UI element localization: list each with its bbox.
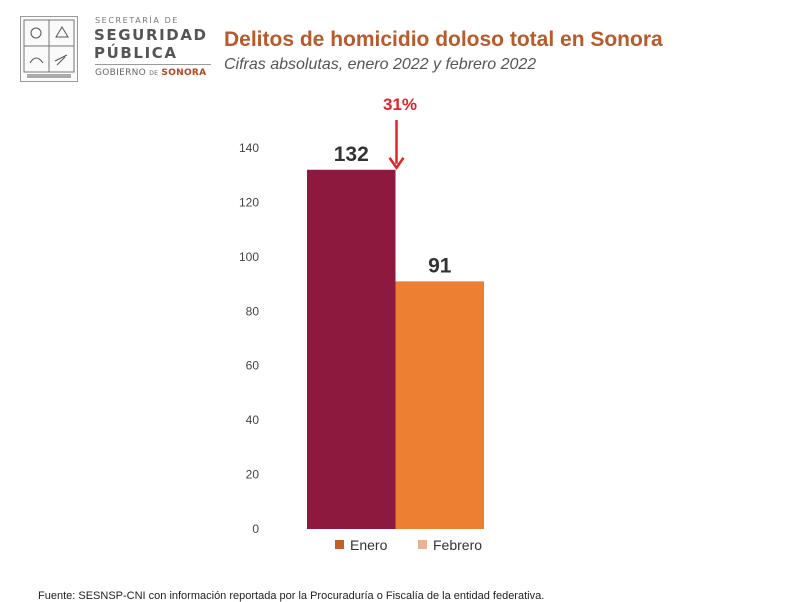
- legend-label: Enero: [350, 537, 388, 553]
- y-tick-label: 120: [239, 195, 259, 209]
- legend-label: Febrero: [433, 537, 482, 553]
- logo-publica-text: PÚBLICA: [94, 44, 178, 62]
- legend-swatch: [418, 540, 427, 549]
- legend-swatch: [335, 540, 344, 549]
- bar-febrero: [395, 281, 484, 529]
- logo-seguridad-text: SEGURIDAD: [94, 26, 208, 44]
- data-label: 132: [334, 143, 369, 166]
- annotation-arrow-head: [388, 157, 405, 170]
- y-tick-label: 40: [246, 413, 260, 427]
- logo-gobierno-text: GOBIERNO: [95, 68, 147, 78]
- logo-secretaria-text: SECRETARÍA DE: [95, 16, 180, 25]
- y-tick-label: 20: [246, 468, 260, 482]
- y-tick-label: 60: [246, 359, 260, 373]
- y-tick-label: 0: [252, 522, 259, 536]
- logo-gobierno-sonora: GOBIERNO DE SONORA: [95, 68, 206, 78]
- logo-sonora-text: SONORA: [161, 68, 207, 78]
- logo-de-text: DE: [149, 70, 159, 77]
- coat-of-arms-logo: [20, 16, 78, 82]
- chart-title: Delitos de homicidio doloso total en Son…: [224, 28, 663, 51]
- chart-subtitle: Cifras absolutas, enero 2022 y febrero 2…: [224, 56, 537, 73]
- y-tick-label: 100: [239, 250, 259, 264]
- bar-enero: [307, 169, 396, 529]
- change-percent-annotation: 31%: [383, 95, 417, 114]
- y-tick-label: 140: [239, 141, 259, 155]
- y-tick-label: 80: [246, 304, 260, 318]
- source-footnote: Fuente: SESNSP-CNI con información repor…: [38, 590, 545, 602]
- logo-divider: [95, 64, 211, 65]
- data-label: 91: [428, 254, 452, 277]
